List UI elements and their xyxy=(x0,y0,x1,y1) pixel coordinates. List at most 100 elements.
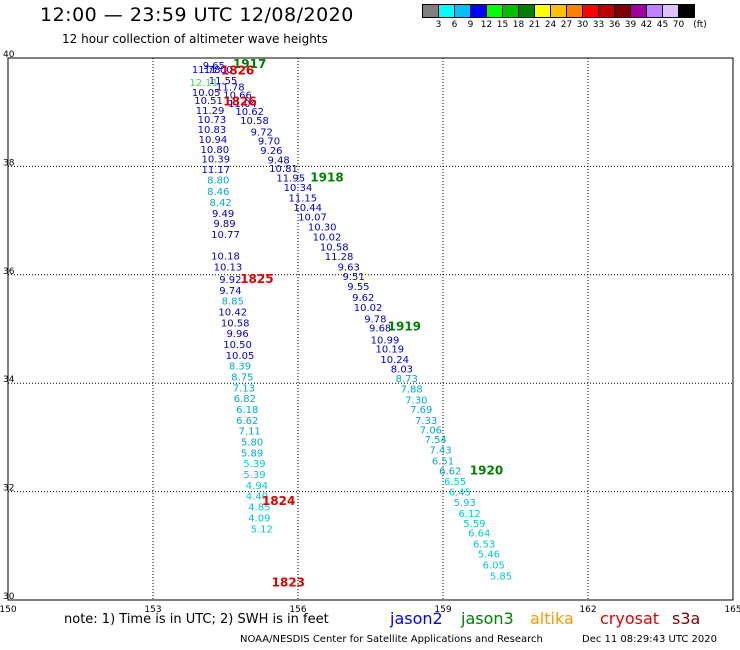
legend-label: 39 xyxy=(624,20,637,30)
wave-height-value: 7.11 xyxy=(239,427,261,438)
wave-height-value: 11.55 xyxy=(209,76,238,87)
wave-height-value: 9.68 xyxy=(369,324,391,335)
wave-height-value: 10.44 xyxy=(293,203,322,214)
wave-height-value: 5.89 xyxy=(241,448,263,459)
x-tick-label: 150 xyxy=(0,605,17,615)
wave-height-value: 10.24 xyxy=(380,355,409,366)
wave-height-value: 10.30 xyxy=(308,222,337,233)
wave-height-value: 6.55 xyxy=(444,477,466,488)
wave-height-value: 5.39 xyxy=(243,470,265,481)
pass-number-label: 1826 xyxy=(223,95,256,109)
wave-height-value: 9.72 xyxy=(251,128,273,139)
generation-timestamp: Dec 11 08:29:43 UTC 2020 xyxy=(582,634,717,645)
pass-number-label: 1917 xyxy=(233,57,266,71)
y-tick-label: 30 xyxy=(3,592,15,602)
wave-height-value: 11.00 xyxy=(204,65,233,76)
wave-height-value: 9.63 xyxy=(338,262,360,273)
x-tick-label: 162 xyxy=(579,605,596,615)
wave-height-value: 9.51 xyxy=(342,272,364,283)
legend-label: 36 xyxy=(608,20,621,30)
pass-number-label: 1823 xyxy=(272,575,305,589)
wave-height-value: 9.62 xyxy=(352,293,374,304)
map-subtitle: 12 hour collection of altimeter wave hei… xyxy=(62,32,328,46)
pass-number-label: 1920 xyxy=(470,463,503,477)
wave-height-value: 9.89 xyxy=(213,219,235,230)
wave-height-value: 7.06 xyxy=(420,426,442,437)
wave-height-value: 10.05 xyxy=(192,88,221,99)
legend-label: 15 xyxy=(496,20,509,30)
legend-label: 18 xyxy=(512,20,525,30)
wave-height-value: 7.54 xyxy=(425,435,447,446)
footer-note: note: 1) Time is in UTC; 2) SWH is in fe… xyxy=(64,612,329,627)
wave-height-value: 8.03 xyxy=(391,364,413,375)
y-tick-label: 38 xyxy=(3,158,15,168)
legend-label: 21 xyxy=(528,20,541,30)
wave-height-color-legend: 3 6 9 12 15 18 21 24 27 30 33 36 39 42 45 70 (ft) xyxy=(422,4,707,32)
credit-line: NOAA/NESDIS Center for Satellite Applica… xyxy=(240,634,543,645)
wave-height-value: 7.30 xyxy=(405,395,427,406)
wave-height-value: 11.78 xyxy=(192,65,221,76)
y-tick-label: 34 xyxy=(3,375,15,385)
wave-height-value: 10.83 xyxy=(198,125,227,136)
wave-height-value: 10.50 xyxy=(223,340,252,351)
wave-height-value: 6.62 xyxy=(439,466,461,477)
wave-height-value: 6.62 xyxy=(236,416,258,427)
wave-height-value: 9.65 xyxy=(203,61,225,72)
wave-height-value: 11.04 xyxy=(228,99,257,110)
wave-height-value: 11.28 xyxy=(325,252,354,263)
legend-label: 70 xyxy=(672,20,685,30)
y-tick-label: 40 xyxy=(3,50,15,60)
wave-height-value: 4.85 xyxy=(248,503,270,514)
legend-color-bar xyxy=(422,4,695,18)
pass-number-label: 1919 xyxy=(388,320,421,334)
wave-height-value: 10.81 xyxy=(269,164,298,175)
wave-height-value: 8.73 xyxy=(396,374,418,385)
wave-height-value: 10.62 xyxy=(235,107,264,118)
wave-height-value: 4.09 xyxy=(248,513,270,524)
map-title: 12:00 — 23:59 UTC 12/08/2020 xyxy=(40,4,354,26)
wave-height-value: 6.53 xyxy=(473,539,495,550)
wave-height-value: 9.55 xyxy=(347,282,369,293)
wave-height-value: 11.29 xyxy=(196,106,225,117)
wave-height-value: 10.02 xyxy=(354,303,383,314)
legend-label: 27 xyxy=(560,20,573,30)
wave-height-value: 4.40 xyxy=(246,492,268,503)
legend-unit-label: (ft) xyxy=(693,20,707,30)
legend-label: 33 xyxy=(592,20,605,30)
satellite-label-s3a: s3a xyxy=(672,609,701,628)
wave-height-value: 5.12 xyxy=(251,524,273,535)
wave-height-value: 8.80 xyxy=(207,176,229,187)
wave-height-value: 10.77 xyxy=(211,230,240,241)
wave-height-value: 10.18 xyxy=(211,252,240,263)
wave-height-value: 5.59 xyxy=(463,519,485,530)
wave-height-value: 9.92 xyxy=(219,275,241,286)
wave-height-value: 10.07 xyxy=(298,213,327,224)
wave-height-value: 9.78 xyxy=(364,314,386,325)
wave-height-value: 10.99 xyxy=(371,336,400,347)
pass-number-label: 1825 xyxy=(240,272,273,286)
legend-label: 12 xyxy=(480,20,493,30)
x-tick-label: 159 xyxy=(434,605,451,615)
legend-label: 3 xyxy=(435,20,442,30)
legend-label: 42 xyxy=(640,20,653,30)
wave-height-value: 10.42 xyxy=(218,307,247,318)
wave-height-value: 7.69 xyxy=(410,405,432,416)
legend-label: 45 xyxy=(656,20,669,30)
pass-number-label: 1826 xyxy=(221,63,254,77)
y-tick-label: 32 xyxy=(3,484,14,494)
satellite-label-cryosat: cryosat xyxy=(600,609,660,628)
wave-height-value: 11.78 xyxy=(216,83,245,94)
wave-height-value: 6.18 xyxy=(236,405,258,416)
wave-height-value: 8.39 xyxy=(229,362,251,373)
wave-height-value: 8.46 xyxy=(207,187,229,198)
wave-height-value: 5.85 xyxy=(490,571,512,582)
wave-height-value: 5.80 xyxy=(241,438,263,449)
wave-height-value: 7.43 xyxy=(429,446,451,457)
legend-labels: 3 6 9 12 15 18 21 24 27 30 33 36 39 42 45 70 (ft) xyxy=(422,18,707,32)
wave-height-value: 9.70 xyxy=(258,137,280,148)
wave-height-value: 10.05 xyxy=(226,351,255,362)
wave-height-value: 7.88 xyxy=(400,384,422,395)
pass-number-label: 1918 xyxy=(310,171,343,185)
wave-height-value: 9.74 xyxy=(219,286,241,297)
